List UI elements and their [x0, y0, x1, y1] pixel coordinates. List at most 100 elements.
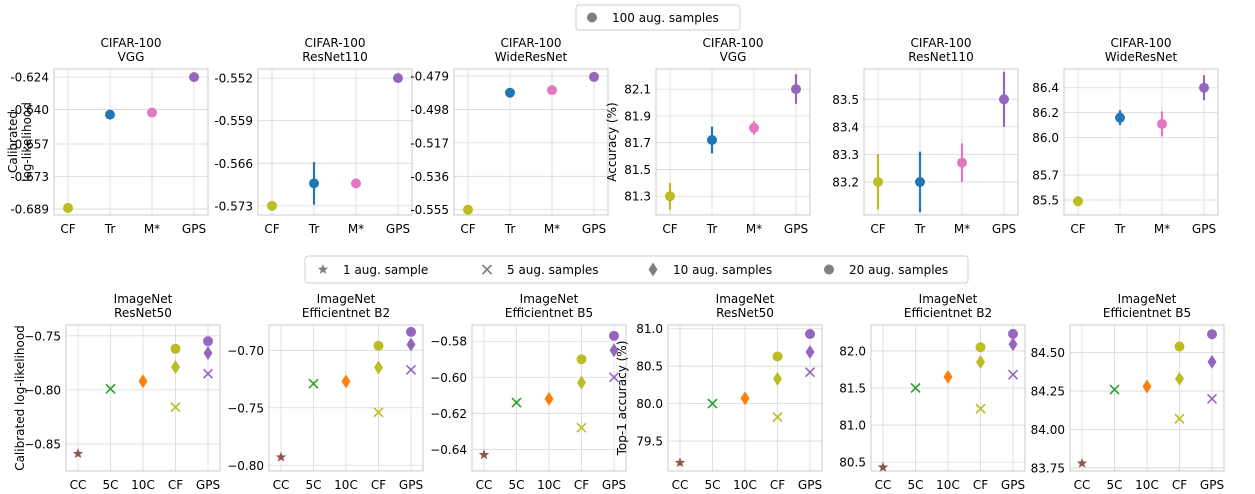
y-axis-label: Calibrated: [6, 111, 20, 173]
data-point: [577, 375, 586, 390]
data-point: [189, 72, 199, 83]
y-tick-label: 85.5: [1032, 194, 1059, 208]
x-tick-label: CF: [574, 478, 589, 492]
chart-subtitle: WideResNet: [1105, 50, 1178, 64]
x-tick-label: M*: [348, 222, 364, 236]
x-tick-label: GPS: [196, 478, 220, 492]
y-tick-label: −0.80: [24, 383, 61, 397]
x-tick-label: GPS: [182, 222, 206, 236]
x-tick-label: 10C: [1135, 478, 1159, 492]
data-point: [1008, 337, 1018, 352]
x-tick-label: CF: [770, 478, 785, 492]
data-point: [943, 369, 953, 384]
data-point: [373, 407, 384, 418]
data-point: [405, 364, 417, 375]
x-tick-label: 10C: [733, 478, 757, 492]
data-point: [1007, 369, 1019, 380]
data-point: [147, 107, 157, 118]
x-tick-label: M*: [954, 222, 970, 236]
data-point: [511, 397, 522, 408]
y-tick-label: -0.555: [410, 203, 449, 217]
data-point: [1174, 413, 1185, 424]
y-tick-label: -0.498: [410, 103, 449, 117]
data-point: [547, 85, 557, 96]
data-point: [877, 461, 889, 472]
data-point: [275, 451, 287, 462]
y-tick-label: -0.657: [10, 138, 49, 152]
data-point: [740, 391, 750, 406]
data-point: [544, 391, 554, 406]
x-tick-label: CC: [875, 478, 892, 492]
data-point: [171, 360, 180, 375]
data-point: [773, 371, 782, 386]
chart-panels: CIFAR-100VGG-0.689-0.673-0.657-0.640-0.6…: [6, 36, 1225, 492]
chart-subtitle: ResNet50: [114, 306, 172, 320]
x-tick-label: 5C: [1106, 478, 1122, 492]
data-point: [915, 176, 925, 187]
y-tick-label: 80.5: [839, 456, 866, 470]
y-tick-label: 81.0: [839, 419, 866, 433]
x-tick-label: 10C: [936, 478, 960, 492]
data-point: [351, 178, 361, 189]
x-tick-label: GPS: [798, 478, 822, 492]
legend-marker: [481, 264, 493, 275]
y-tick-label: -0.552: [214, 72, 253, 86]
x-tick-label: GPS: [1200, 478, 1224, 492]
x-tick-label: CF: [371, 478, 386, 492]
plot-frame: [53, 68, 209, 216]
x-tick-label: Tr: [914, 222, 926, 236]
legend-label: 5 aug. samples: [507, 263, 599, 277]
y-tick-label: 85.7: [1032, 169, 1059, 183]
data-point: [749, 122, 759, 133]
x-tick-label: CC: [476, 478, 493, 492]
x-tick-label: CF: [460, 222, 475, 236]
data-point: [608, 372, 620, 383]
legend-frame: [575, 4, 741, 31]
data-point: [1207, 329, 1217, 340]
chart-subtitle: ResNet50: [716, 306, 774, 320]
y-tick-label: 81.5: [839, 381, 866, 395]
y-tick-label: -0.640: [10, 103, 49, 117]
legend-frame: [304, 255, 969, 284]
x-tick-label: GPS: [582, 222, 606, 236]
chart-title: ImageNet: [716, 292, 775, 306]
chart-title: ImageNet: [114, 292, 173, 306]
y-tick-label: −0.85: [24, 437, 61, 451]
x-tick-label: Tr: [706, 222, 718, 236]
y-tick-label: -0.573: [214, 199, 253, 213]
data-point: [170, 343, 181, 354]
y-tick-label: 81.9: [624, 109, 651, 123]
data-point: [463, 204, 473, 215]
y-tick-label: −0.75: [227, 401, 264, 415]
data-point: [505, 87, 515, 98]
x-tick-label: CF: [662, 222, 677, 236]
y-tick-label: 80.0: [636, 397, 663, 411]
data-point: [609, 343, 619, 358]
y-tick-label: 83.5: [832, 93, 859, 107]
x-tick-label: 10C: [537, 478, 561, 492]
y-tick-label: 79.5: [636, 435, 663, 449]
legend-mid: 1 aug. sample 5 aug. samples 10 aug. sampl…: [304, 255, 969, 284]
legend-marker: [648, 262, 658, 277]
data-point: [576, 422, 587, 433]
x-tick-label: M*: [746, 222, 762, 236]
x-tick-label: CC: [273, 478, 290, 492]
x-tick-label: Tr: [104, 222, 116, 236]
y-tick-label: -0.566: [214, 157, 253, 171]
data-point: [1008, 328, 1018, 339]
x-tick-label: GPS: [602, 478, 626, 492]
y-tick-label: -0.536: [410, 170, 449, 184]
data-point: [170, 402, 181, 413]
y-tick-label: 86.2: [1032, 106, 1059, 120]
y-tick-label: 82.1: [624, 83, 651, 97]
data-point: [393, 73, 403, 84]
plot-frame: [1063, 68, 1219, 216]
x-tick-label: Tr: [504, 222, 516, 236]
data-point: [772, 412, 783, 423]
chart-subtitle: WideResNet: [495, 50, 568, 64]
y-tick-label: 81.3: [624, 190, 651, 204]
